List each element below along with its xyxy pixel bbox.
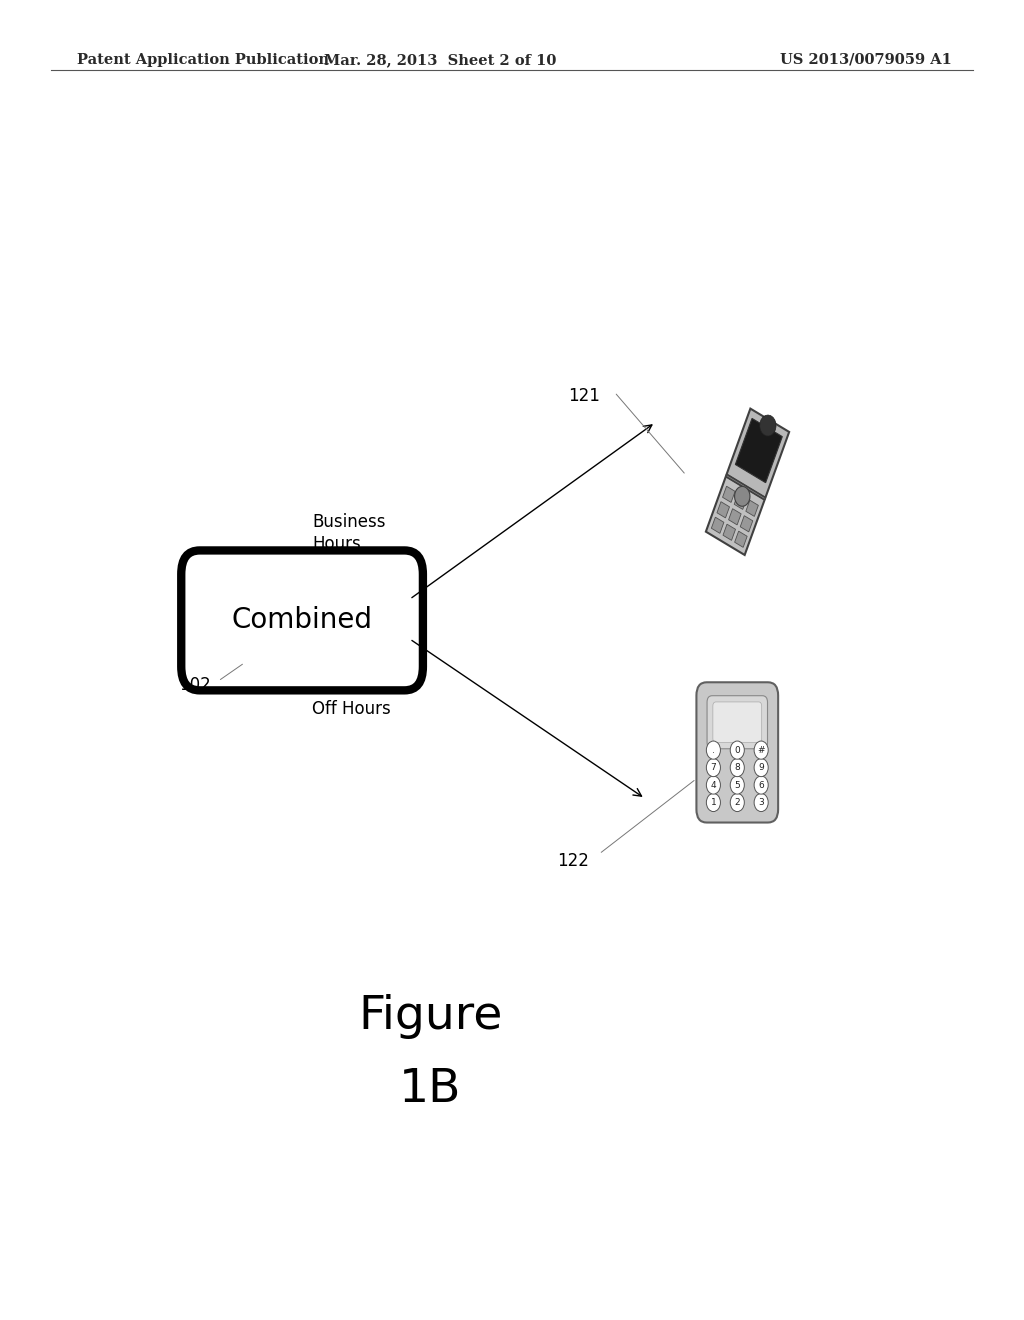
- Text: 121: 121: [567, 387, 600, 405]
- Text: 4: 4: [711, 780, 716, 789]
- Text: #: #: [758, 746, 765, 755]
- Polygon shape: [723, 486, 735, 503]
- Text: Off Hours: Off Hours: [312, 700, 391, 718]
- Circle shape: [754, 759, 768, 776]
- Text: Business
Hours: Business Hours: [312, 513, 386, 553]
- Text: Mar. 28, 2013  Sheet 2 of 10: Mar. 28, 2013 Sheet 2 of 10: [325, 53, 556, 67]
- Polygon shape: [734, 487, 750, 507]
- Polygon shape: [735, 418, 782, 483]
- Text: 2: 2: [734, 799, 740, 807]
- Text: 6: 6: [759, 780, 764, 789]
- Circle shape: [754, 776, 768, 795]
- Text: Figure: Figure: [358, 994, 502, 1039]
- Text: 8: 8: [734, 763, 740, 772]
- Circle shape: [707, 776, 721, 795]
- Text: 1: 1: [711, 799, 716, 807]
- FancyBboxPatch shape: [713, 702, 762, 743]
- Text: 0: 0: [734, 746, 740, 755]
- FancyBboxPatch shape: [707, 696, 768, 748]
- Text: US 2013/0079059 A1: US 2013/0079059 A1: [780, 53, 952, 67]
- Circle shape: [754, 741, 768, 759]
- Text: 122: 122: [557, 851, 590, 870]
- Polygon shape: [734, 531, 748, 548]
- Circle shape: [707, 759, 721, 776]
- Circle shape: [707, 793, 721, 812]
- Circle shape: [730, 776, 744, 795]
- Circle shape: [730, 759, 744, 776]
- Polygon shape: [726, 474, 765, 500]
- Text: 7: 7: [711, 763, 716, 772]
- Text: 5: 5: [734, 780, 740, 789]
- Polygon shape: [745, 500, 759, 516]
- Polygon shape: [723, 524, 735, 540]
- Polygon shape: [760, 414, 776, 436]
- Polygon shape: [706, 477, 765, 554]
- Circle shape: [730, 793, 744, 812]
- Text: .: .: [712, 746, 715, 755]
- Polygon shape: [712, 517, 724, 533]
- Polygon shape: [727, 409, 790, 498]
- Text: Patent Application Publication: Patent Application Publication: [77, 53, 329, 67]
- Circle shape: [754, 793, 768, 812]
- Circle shape: [707, 741, 721, 759]
- Circle shape: [730, 741, 744, 759]
- Text: 9: 9: [759, 763, 764, 772]
- Text: 102: 102: [179, 676, 211, 694]
- Polygon shape: [734, 494, 746, 510]
- Polygon shape: [740, 516, 753, 532]
- FancyBboxPatch shape: [181, 550, 423, 690]
- Text: 3: 3: [759, 799, 764, 807]
- Text: Combined: Combined: [231, 606, 373, 635]
- FancyBboxPatch shape: [696, 682, 778, 822]
- Polygon shape: [729, 508, 741, 525]
- Text: 1B: 1B: [398, 1067, 462, 1111]
- Polygon shape: [717, 502, 729, 517]
